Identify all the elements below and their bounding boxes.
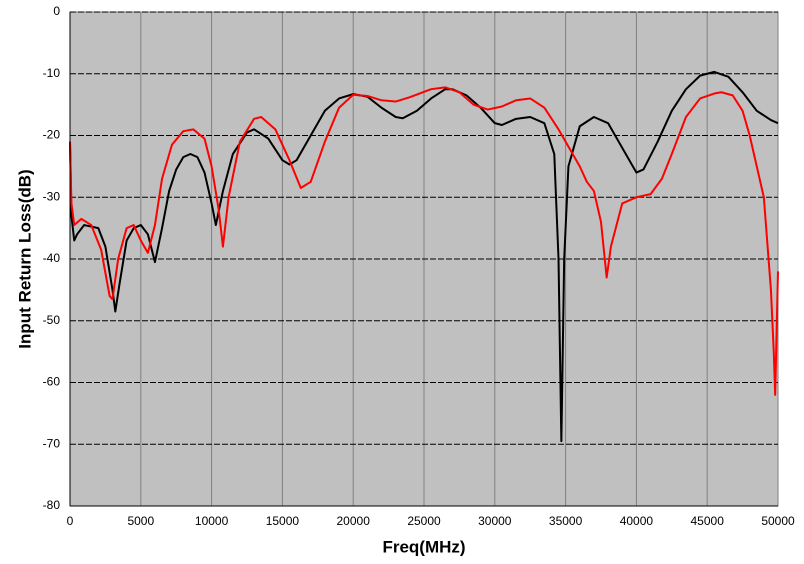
x-tick-label: 35000 <box>549 514 583 528</box>
y-tick-label: -10 <box>43 66 61 80</box>
y-tick-label: -70 <box>43 436 61 450</box>
x-tick-label: 0 <box>67 514 74 528</box>
y-axis-title: Input Return Loss(dB) <box>15 169 34 348</box>
x-axis-title: Freq(MHz) <box>382 537 465 556</box>
y-tick-label: -50 <box>43 313 61 327</box>
y-tick-label: -20 <box>43 128 61 142</box>
x-tick-label: 10000 <box>195 514 229 528</box>
x-tick-label: 5000 <box>127 514 154 528</box>
x-tick-label: 25000 <box>407 514 441 528</box>
y-tick-label: -40 <box>43 251 61 265</box>
y-tick-label: -30 <box>43 189 61 203</box>
x-tick-label: 15000 <box>266 514 300 528</box>
y-tick-label: -80 <box>43 498 61 512</box>
x-tick-label: 40000 <box>620 514 654 528</box>
x-tick-label: 45000 <box>691 514 725 528</box>
y-tick-label: -60 <box>43 375 61 389</box>
x-tick-label: 50000 <box>761 514 795 528</box>
x-tick-label: 20000 <box>337 514 371 528</box>
x-tick-label: 30000 <box>478 514 512 528</box>
data-line <box>69 86 779 396</box>
y-tick-label: 0 <box>53 4 60 18</box>
